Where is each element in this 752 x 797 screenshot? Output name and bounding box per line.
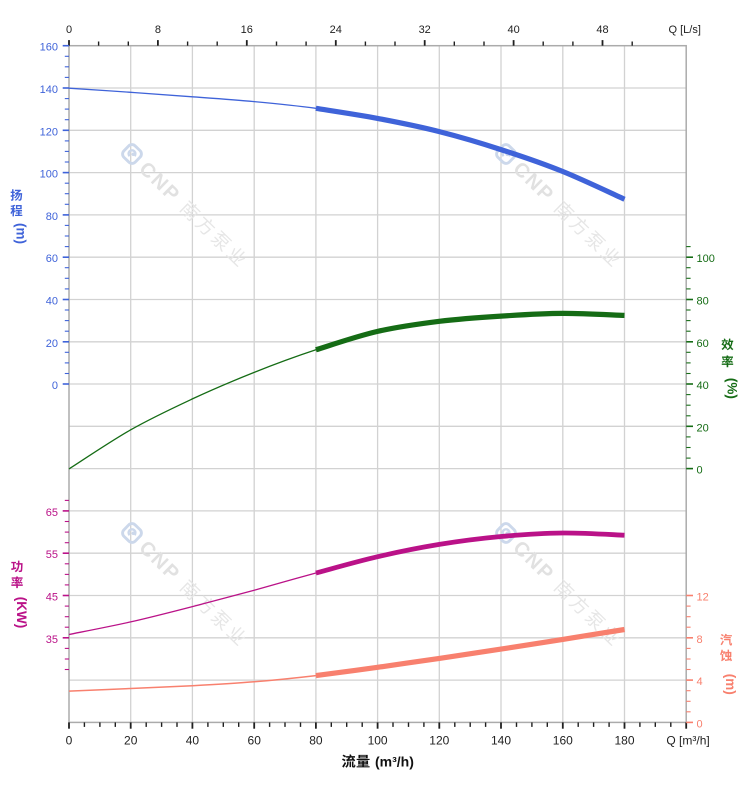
svg-text:35: 35 <box>46 634 58 646</box>
svg-text:60: 60 <box>697 338 709 350</box>
svg-text:40: 40 <box>46 296 58 308</box>
svg-text:0: 0 <box>66 24 72 36</box>
svg-text:60: 60 <box>248 734 262 748</box>
svg-text:(m): (m) <box>14 223 29 244</box>
svg-text:40: 40 <box>507 24 519 36</box>
svg-text:(m³/h): (m³/h) <box>375 754 414 770</box>
svg-text:24: 24 <box>330 24 342 36</box>
svg-text:20: 20 <box>697 422 709 434</box>
svg-text:120: 120 <box>429 734 449 748</box>
svg-text:Q [m³/h]: Q [m³/h] <box>666 734 709 748</box>
svg-text:65: 65 <box>46 507 58 519</box>
svg-text:140: 140 <box>40 84 58 96</box>
svg-text:0: 0 <box>66 734 73 748</box>
svg-text:(m): (m) <box>723 674 738 695</box>
svg-text:0: 0 <box>52 380 58 392</box>
svg-text:80: 80 <box>309 734 323 748</box>
svg-text:32: 32 <box>419 24 431 36</box>
svg-text:8: 8 <box>697 634 703 646</box>
svg-text:(KW): (KW) <box>14 597 29 628</box>
svg-text:180: 180 <box>614 734 634 748</box>
svg-text:80: 80 <box>697 296 709 308</box>
svg-text:20: 20 <box>46 338 58 350</box>
svg-text:80: 80 <box>46 211 58 223</box>
svg-text:100: 100 <box>697 253 715 265</box>
svg-text:4: 4 <box>697 676 703 688</box>
svg-text:55: 55 <box>46 549 58 561</box>
svg-text:8: 8 <box>155 24 161 36</box>
svg-text:160: 160 <box>40 42 58 54</box>
svg-text:45: 45 <box>46 592 58 604</box>
svg-text:Q [L/s]: Q [L/s] <box>669 24 701 36</box>
svg-text:0: 0 <box>697 465 703 477</box>
svg-text:48: 48 <box>596 24 608 36</box>
svg-text:(%): (%) <box>725 378 740 399</box>
svg-text:20: 20 <box>124 734 138 748</box>
svg-text:40: 40 <box>697 380 709 392</box>
svg-text:12: 12 <box>697 592 709 604</box>
svg-text:0: 0 <box>697 718 703 730</box>
svg-text:100: 100 <box>40 169 58 181</box>
svg-text:140: 140 <box>491 734 511 748</box>
svg-text:120: 120 <box>40 126 58 138</box>
svg-text:160: 160 <box>553 734 573 748</box>
svg-text:16: 16 <box>241 24 253 36</box>
svg-text:100: 100 <box>368 734 388 748</box>
svg-text:60: 60 <box>46 253 58 265</box>
svg-text:40: 40 <box>186 734 200 748</box>
